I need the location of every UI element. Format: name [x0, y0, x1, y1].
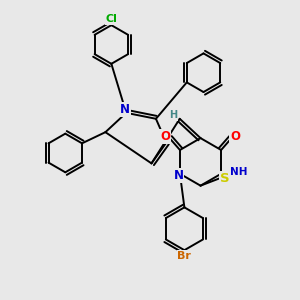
Text: Br: Br — [178, 251, 191, 261]
Text: N: N — [173, 169, 183, 182]
Text: O: O — [160, 130, 170, 143]
Text: N: N — [120, 103, 130, 116]
Text: Cl: Cl — [105, 14, 117, 24]
Text: O: O — [230, 130, 240, 143]
Text: NH: NH — [230, 167, 247, 177]
Text: H: H — [169, 110, 177, 120]
Text: S: S — [220, 172, 230, 185]
